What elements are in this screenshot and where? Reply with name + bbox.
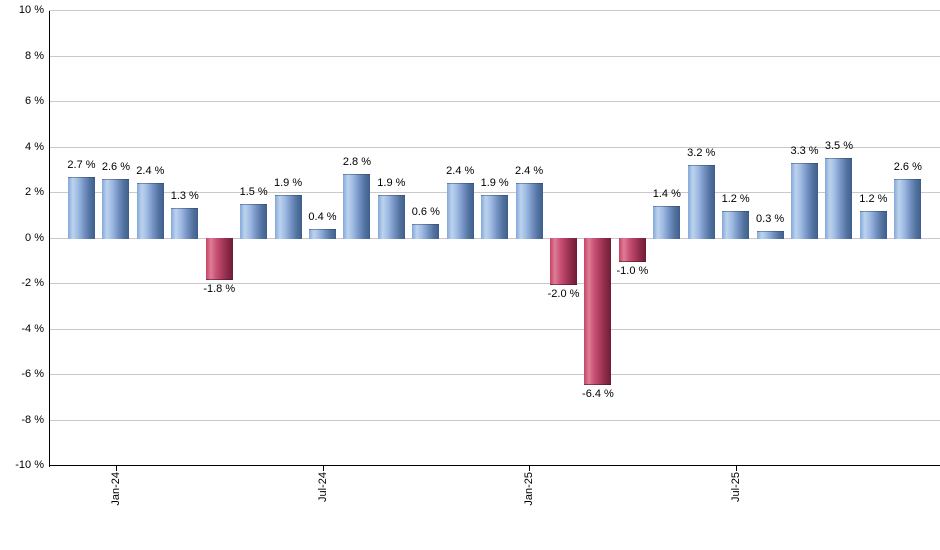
x-axis-line	[49, 465, 940, 466]
x-axis-tick-label: Jul-24	[316, 471, 329, 502]
bar-value-label: 2.8 %	[342, 156, 372, 169]
bar	[309, 228, 336, 239]
y-axis-tick-label: 0 %	[25, 231, 44, 244]
x-axis-tick	[115, 466, 117, 471]
bar	[859, 210, 887, 239]
bar	[550, 238, 578, 285]
y-axis-tick-label: 4 %	[25, 140, 44, 153]
bar-value-label: 3.3 %	[790, 144, 819, 157]
gridline	[49, 374, 940, 375]
x-axis-tick	[529, 466, 531, 471]
bar-value-label: 1.9 %	[480, 176, 509, 189]
bar	[68, 176, 95, 239]
gridline	[49, 192, 940, 193]
y-axis-tick-label: -6 %	[21, 368, 44, 380]
bar-value-label: 1.4 %	[652, 188, 681, 201]
bar-value-label: 1.2 %	[721, 192, 750, 205]
bar-value-label: -1.0 %	[616, 264, 649, 277]
bar-value-label: 2.4 %	[515, 165, 544, 178]
bar	[205, 238, 233, 280]
gridline	[49, 283, 940, 284]
bar-value-label: 1.2 %	[859, 192, 888, 205]
bar-value-label: 3.2 %	[687, 147, 716, 160]
bar	[377, 194, 405, 239]
bar	[515, 183, 543, 239]
bar-value-label: 0.4 %	[308, 210, 337, 223]
x-axis-tick	[322, 466, 324, 471]
bar-value-label: 2.6 %	[101, 160, 130, 173]
bar-value-label: 2.6 %	[893, 160, 922, 173]
bar-value-label: 2.7 %	[67, 158, 96, 171]
bar-value-label: 0.6 %	[411, 206, 440, 219]
x-axis-tick-label: Jan-25	[523, 471, 536, 506]
bar-value-label: 1.9 %	[377, 176, 406, 189]
bar	[791, 162, 819, 239]
y-axis-tick-label: -8 %	[21, 413, 44, 426]
bar	[446, 183, 474, 239]
bar-value-label: 2.4 %	[446, 165, 475, 178]
gridline	[49, 101, 940, 102]
bar-value-label: -6.4 %	[582, 387, 614, 400]
y-axis-tick-label: -10 %	[15, 459, 44, 471]
gridline	[49, 419, 940, 421]
bar	[412, 224, 440, 239]
bar	[584, 238, 612, 385]
y-axis-line	[49, 10, 50, 467]
bar	[618, 238, 646, 262]
y-axis-tick-label: 8 %	[25, 49, 44, 62]
bar	[343, 174, 371, 239]
y-axis-tick-label: 10 %	[18, 4, 44, 16]
gridline	[49, 55, 940, 57]
bar-value-label: 1.5 %	[239, 185, 268, 198]
bar	[102, 178, 130, 239]
bar	[653, 206, 681, 239]
bar-value-label: 1.3 %	[170, 190, 199, 203]
bar-value-label: -2.0 %	[547, 287, 580, 300]
bar	[481, 194, 509, 239]
x-axis-tick-label: Jul-25	[729, 471, 742, 502]
y-axis-tick-label: -2 %	[21, 277, 44, 289]
gridline	[49, 328, 940, 330]
bar	[136, 183, 164, 239]
y-axis-tick-label: 6 %	[25, 95, 44, 107]
x-axis-tick-label: Jan-24	[109, 471, 122, 506]
bar	[825, 158, 853, 239]
x-axis-tick	[735, 466, 737, 471]
bar	[274, 194, 302, 239]
bar-value-label: -1.8 %	[203, 282, 236, 295]
bar-value-label: 3.5 %	[824, 140, 854, 153]
y-axis-tick-label: -4 %	[21, 322, 44, 335]
gridline	[49, 146, 940, 148]
bar-value-label: 1.9 %	[274, 176, 303, 189]
bar	[240, 203, 268, 239]
y-axis-tick-label: 2 %	[25, 186, 44, 198]
bar	[894, 178, 922, 239]
bar	[722, 210, 750, 239]
bar-value-label: 2.4 %	[136, 165, 165, 178]
gridline	[49, 10, 940, 11]
bar	[756, 231, 784, 239]
bar	[171, 208, 199, 239]
bar-value-label: 0.3 %	[756, 213, 785, 226]
bar	[687, 165, 715, 239]
